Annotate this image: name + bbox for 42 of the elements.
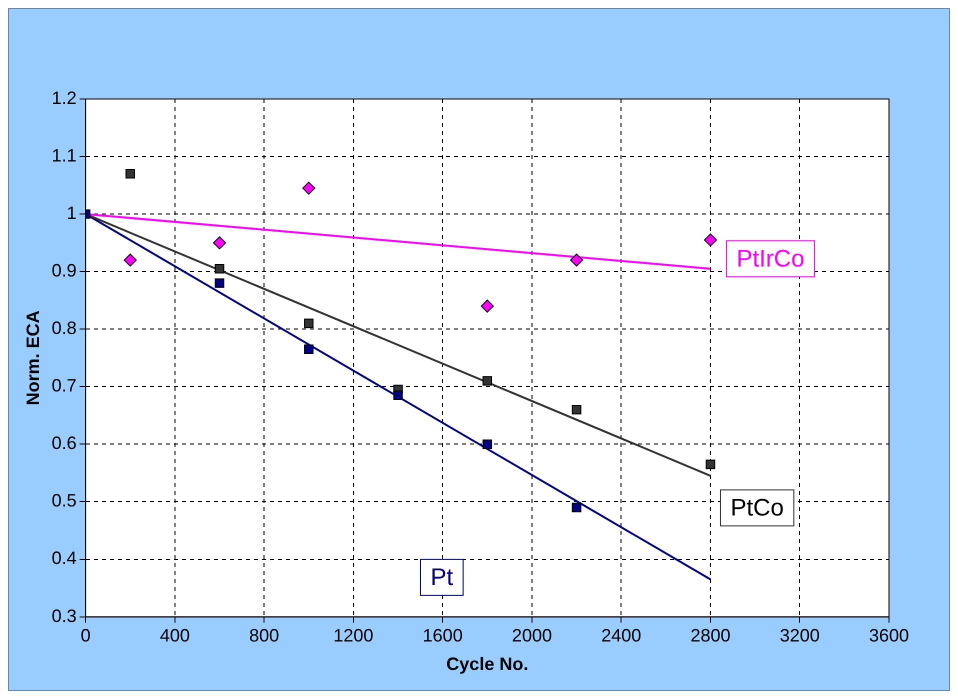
y-tick-label: 0.3 [52, 606, 77, 626]
text: Pt [430, 564, 454, 592]
point [706, 460, 716, 470]
point [304, 318, 314, 328]
y-tick-label: 1.2 [52, 88, 77, 108]
y-tick-label: 0.4 [52, 548, 77, 568]
series-label: PtIrCo [736, 245, 804, 272]
x-tick-label: 400 [160, 626, 190, 646]
series-label: PtCo [730, 494, 784, 522]
point [213, 236, 226, 250]
x-tick-label: 0 [80, 626, 91, 646]
point [214, 278, 224, 288]
x-tick-label: 2400 [601, 626, 642, 646]
x-tick-label: 3600 [868, 626, 910, 646]
x-tick-label: 2000 [512, 626, 552, 646]
x-tick-label: 3200 [780, 626, 820, 646]
x-tick-label: 800 [249, 626, 280, 646]
y-tick-label: 0.7 [52, 376, 77, 396]
point [570, 254, 584, 267]
point [480, 300, 494, 313]
point [304, 344, 314, 354]
x-tick-label: 1600 [422, 626, 463, 646]
point [126, 169, 135, 179]
y-tick-label: 0.6 [52, 433, 77, 454]
point [704, 233, 717, 246]
point [572, 404, 582, 414]
point [302, 182, 316, 195]
x-axis-title: Cycle No. [446, 654, 528, 674]
x-tick-label: 2800 [690, 626, 730, 646]
y-tick-label: 0.5 [52, 490, 77, 511]
y-tick-label: 1.1 [52, 146, 77, 166]
point [124, 254, 137, 267]
y-tick-label: 0.8 [52, 318, 77, 338]
y-axis-title: Norm. ECA [22, 310, 43, 406]
point [572, 502, 582, 512]
x-tick-label: 1200 [333, 626, 374, 646]
point [214, 264, 224, 274]
y-tick-label: 1 [66, 203, 77, 224]
y-tick-label: 0.9 [52, 260, 77, 281]
point [482, 439, 492, 449]
point [393, 390, 403, 400]
point [482, 376, 492, 386]
